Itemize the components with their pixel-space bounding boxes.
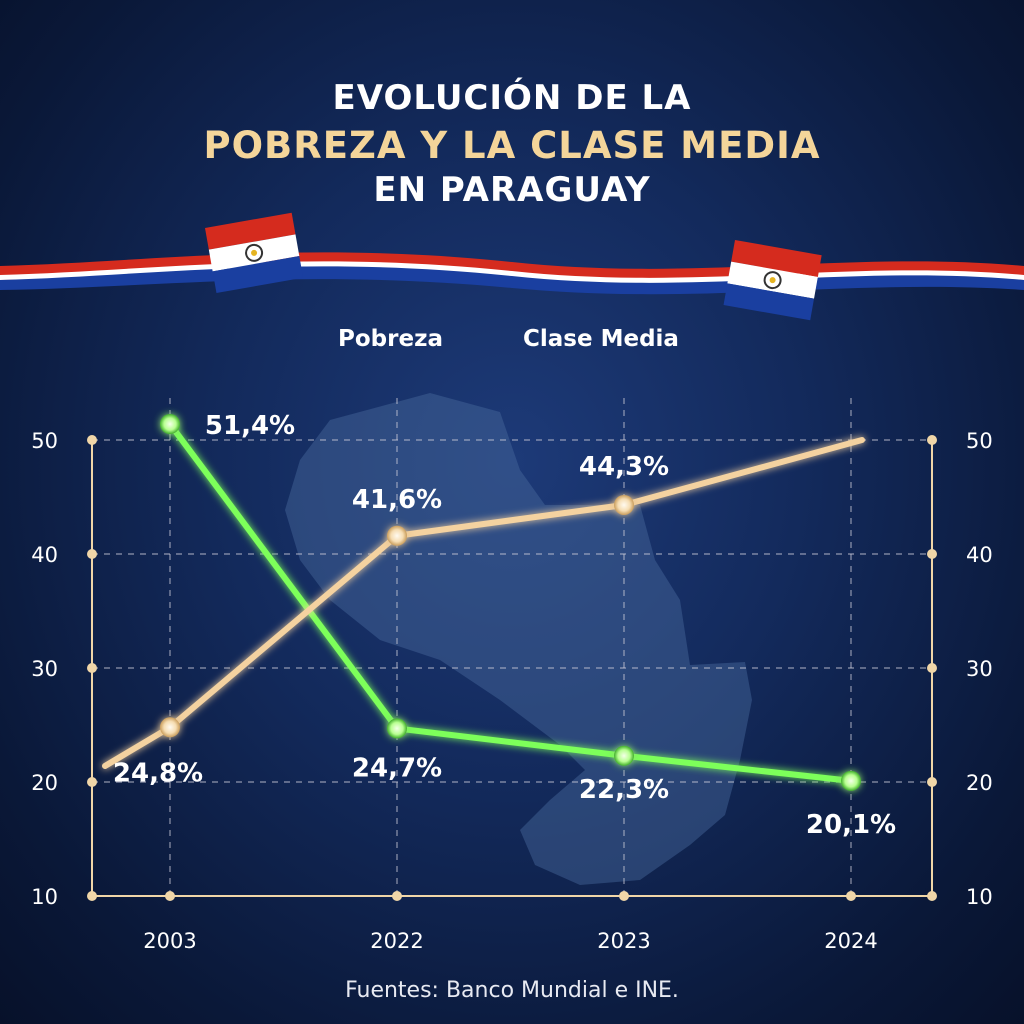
x-tick-label-2023: 2023 (597, 929, 650, 953)
x-axis-tick-dot (165, 891, 175, 901)
y-tick-label-right-50: 50 (966, 429, 993, 453)
chart-axes: 10 10 20 20 30 30 40 40 50 50 2003 2022 2023 2024 (31, 429, 992, 953)
x-axis-tick-dot (846, 891, 856, 901)
data-label-clase-media-2023: 44,3% (579, 452, 669, 482)
point-clase-media-2022 (387, 525, 407, 546)
title-gold-lines (0, 131, 1024, 156)
x-axis-tick-dot (392, 891, 402, 901)
data-label-pobreza-2024: 20,1% (806, 810, 896, 840)
source-note: Fuentes: Banco Mundial e INE. (345, 978, 679, 1003)
data-label-pobreza-2003: 51,4% (205, 411, 295, 441)
point-pobreza-2022 (387, 718, 407, 739)
y-tick-label-left-20: 20 (31, 771, 58, 795)
x-axis-tick-dot (619, 891, 629, 901)
y-tick-label-left-50: 50 (31, 429, 58, 453)
title-line-3: EN PARAGUAY (373, 170, 651, 210)
y-tick-label-left-40: 40 (31, 543, 58, 567)
point-pobreza-2024 (841, 770, 861, 791)
y-tick-label-left-10: 10 (31, 885, 58, 909)
paraguay-flag-right (723, 240, 822, 321)
title-line-1: EVOLUCIÓN DE LA (332, 78, 692, 118)
point-clase-media-2003 (160, 717, 180, 738)
y-tick-label-right-30: 30 (966, 657, 993, 681)
data-label-pobreza-2023: 22,3% (579, 775, 669, 805)
title-line-2: POBREZA Y LA CLASE MEDIA (203, 124, 821, 167)
legend-clase-media-label: Clase Media (523, 326, 679, 352)
y-tick-label-right-40: 40 (966, 543, 993, 567)
chart-series (102, 414, 865, 791)
flag-ribbon-decoration (0, 252, 1024, 295)
y-tick-label-left-30: 30 (31, 657, 58, 681)
paraguay-map-silhouette (285, 393, 752, 885)
point-clase-media-2023 (614, 494, 634, 515)
series-line-pobreza (167, 421, 854, 784)
data-label-clase-media-2022: 41,6% (352, 485, 442, 515)
data-label-pobreza-2022: 24,7% (352, 753, 442, 783)
y-tick-label-right-20: 20 (966, 771, 993, 795)
y-tick-label-right-10: 10 (966, 885, 993, 909)
legend-pobreza-label: Pobreza (338, 326, 443, 352)
x-tick-label-2003: 2003 (143, 929, 196, 953)
x-tick-label-2024: 2024 (824, 929, 877, 953)
x-tick-label-2022: 2022 (370, 929, 423, 953)
chart-data-labels: 51,4% 24,7% 22,3% 20,1% 24,8% 41,6% 44,3% (113, 411, 896, 840)
chart-grid (92, 398, 932, 897)
data-label-clase-media-2003: 24,8% (113, 758, 203, 788)
paraguay-flag-left (205, 212, 304, 293)
point-pobreza-2003 (160, 414, 180, 435)
point-pobreza-2023 (614, 745, 634, 766)
